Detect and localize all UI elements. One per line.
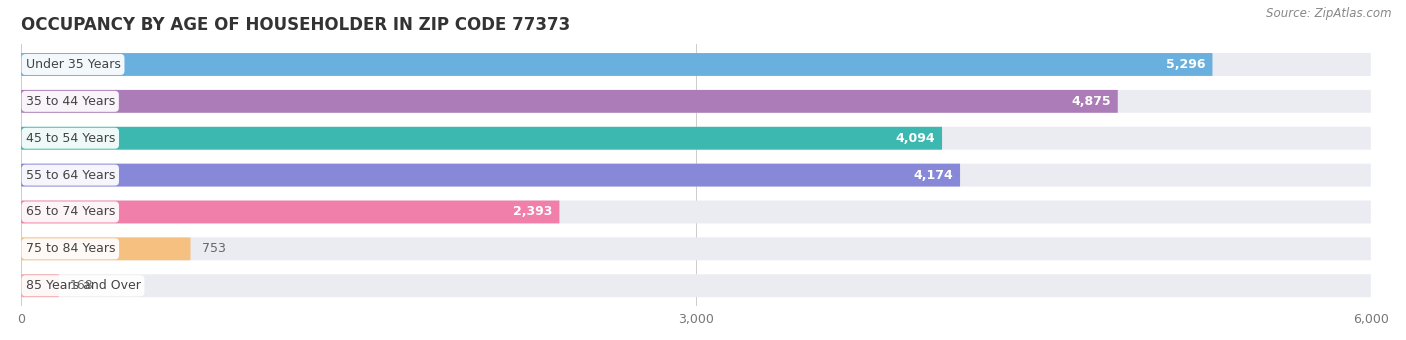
- Text: OCCUPANCY BY AGE OF HOUSEHOLDER IN ZIP CODE 77373: OCCUPANCY BY AGE OF HOUSEHOLDER IN ZIP C…: [21, 16, 571, 34]
- FancyBboxPatch shape: [21, 127, 1371, 150]
- Text: 75 to 84 Years: 75 to 84 Years: [25, 242, 115, 255]
- Text: 55 to 64 Years: 55 to 64 Years: [25, 169, 115, 182]
- Text: 65 to 74 Years: 65 to 74 Years: [25, 205, 115, 219]
- FancyBboxPatch shape: [21, 201, 1371, 223]
- FancyBboxPatch shape: [21, 164, 1371, 187]
- Text: 168: 168: [70, 279, 94, 292]
- FancyBboxPatch shape: [21, 90, 1118, 113]
- FancyBboxPatch shape: [21, 164, 960, 187]
- FancyBboxPatch shape: [21, 53, 1212, 76]
- Text: 2,393: 2,393: [513, 205, 553, 219]
- Text: 4,094: 4,094: [896, 132, 935, 145]
- FancyBboxPatch shape: [21, 201, 560, 223]
- FancyBboxPatch shape: [21, 237, 1371, 260]
- FancyBboxPatch shape: [21, 274, 59, 297]
- FancyBboxPatch shape: [21, 274, 1371, 297]
- Text: 45 to 54 Years: 45 to 54 Years: [25, 132, 115, 145]
- Text: 35 to 44 Years: 35 to 44 Years: [25, 95, 115, 108]
- Text: 753: 753: [201, 242, 225, 255]
- Text: 5,296: 5,296: [1166, 58, 1206, 71]
- FancyBboxPatch shape: [21, 237, 190, 260]
- Text: Under 35 Years: Under 35 Years: [25, 58, 121, 71]
- Text: 4,174: 4,174: [914, 169, 953, 182]
- FancyBboxPatch shape: [21, 53, 1371, 76]
- Text: Source: ZipAtlas.com: Source: ZipAtlas.com: [1267, 7, 1392, 20]
- FancyBboxPatch shape: [21, 90, 1371, 113]
- FancyBboxPatch shape: [21, 127, 942, 150]
- Text: 4,875: 4,875: [1071, 95, 1111, 108]
- Text: 85 Years and Over: 85 Years and Over: [25, 279, 141, 292]
